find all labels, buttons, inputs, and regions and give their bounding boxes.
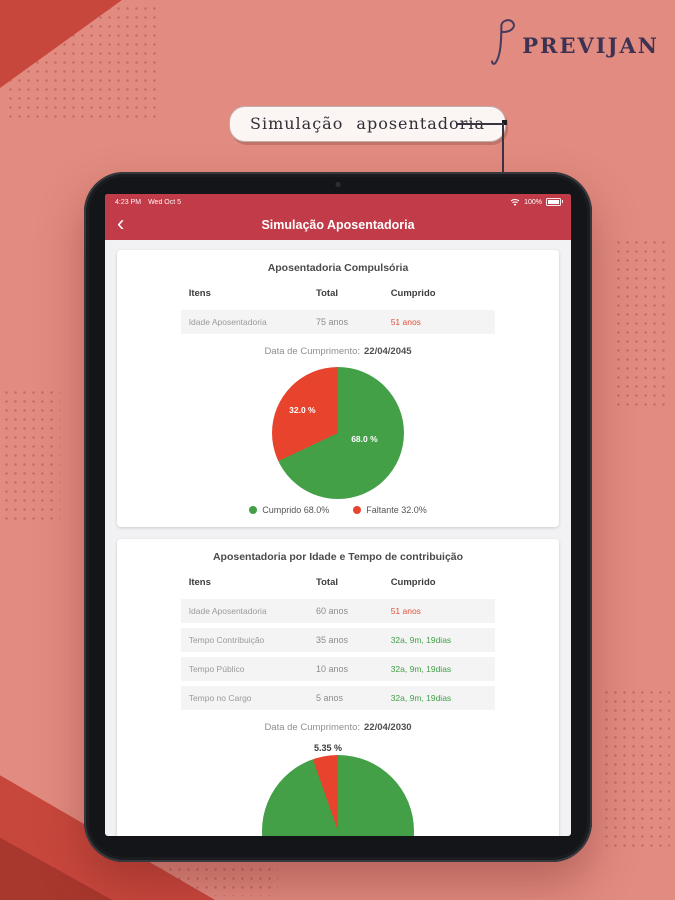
row-total: 35 anos [316,635,349,645]
card1-table: Itens Total Cumprido Idade Aposentadoria… [180,286,496,334]
battery-percent: 100% [524,198,542,206]
legend-label: Faltante 32.0% [366,505,427,515]
row-item: Tempo Público [188,664,245,674]
row-total: 5 anos [316,693,344,703]
tablet-mockup: 4:23 PM Wed Oct 5 100% ‹ Simulação Apose… [84,172,592,862]
card-title: Aposentadoria por Idade e Tempo de contr… [212,551,464,563]
legend-label: Cumprido 68.0% [262,505,330,515]
col-cumprido: Cumprido [390,288,436,299]
col-cumprido: Cumprido [390,577,436,588]
pie-chart-compulsoria: 32.0 % 68.0 % [272,367,404,499]
row-total: 60 anos [316,606,349,616]
date-value: 22/04/2045 [364,346,412,357]
row-cumprido: 32a, 9m, 19dias [390,693,452,703]
status-time: 4:23 PM [115,198,142,206]
battery-icon [546,198,563,206]
col-itens: Itens [188,577,211,588]
card-idade-tempo-contribuicao: Aposentadoria por Idade e Tempo de contr… [117,539,559,836]
row-item: Idade Aposentadoria [188,606,267,616]
dot-pattern [2,388,60,520]
back-button[interactable]: ‹ [117,210,125,236]
legend-dot-red [353,506,362,514]
date-label: Data de Cumprimento: [264,722,361,733]
table-header-row: Itens Total Cumprido [181,575,496,594]
page-title: Simulação Aposentadoria [261,218,415,232]
row-total: 10 anos [316,664,349,674]
row-item: Tempo Contribuição [188,635,265,645]
callout-connector-horizontal [456,123,504,125]
legend-item-cumprido: Cumprido 68.0% [249,505,329,515]
card2-table: Itens Total Cumprido Idade Aposentadoria… [180,575,496,710]
pie-chart-idade-tempo [262,755,414,836]
status-date: Wed Oct 5 [148,198,182,206]
table-row: Tempo Público 10 anos 32a, 9m, 19dias [180,657,496,681]
row-cumprido: 32a, 9m, 19dias [390,664,452,674]
table-header-row: Itens Total Cumprido [181,286,496,305]
row-item: Idade Aposentadoria [188,317,267,327]
col-itens: Itens [188,288,211,299]
dot-pattern [614,238,670,408]
pie-slice-label-faltante: 32.0 % [289,405,316,416]
row-item: Tempo no Cargo [188,693,252,703]
table-row: Idade Aposentadoria 75 anos 51 anos [180,310,496,334]
date-cumprimento: Data de Cumprimento: 22/04/2045 [131,346,545,357]
row-cumprido: 32a, 9m, 19dias [390,635,452,645]
row-total: 75 anos [316,317,349,327]
callout-connector-vertical [502,123,504,175]
status-time-date: 4:23 PM Wed Oct 5 [115,199,181,206]
content-area: Aposentadoria Compulsória Itens Total Cu… [105,240,571,836]
brand-logo: PREVIJAN [489,16,659,68]
pie-legend: Cumprido 68.0% Faltante 32.0% [131,505,545,515]
table-row: Idade Aposentadoria 60 anos 51 anos [180,599,496,623]
date-value: 22/04/2030 [364,722,412,733]
dot-pattern [602,688,670,853]
status-indicators: 100% [510,198,563,206]
pie-slice-label-faltante: 5.35 % [313,743,343,753]
date-cumprimento: Data de Cumprimento: 22/04/2030 [131,722,545,733]
row-cumprido: 51 anos [390,606,421,616]
callout-dot [501,120,507,125]
table-row: Tempo no Cargo 5 anos 32a, 9m, 19dias [180,686,496,710]
wifi-icon [510,199,520,206]
card-aposentadoria-compulsoria: Aposentadoria Compulsória Itens Total Cu… [117,250,559,527]
legend-dot-green [249,506,258,514]
col-total: Total [316,288,339,299]
brand-icon [491,19,516,65]
status-bar: 4:23 PM Wed Oct 5 100% [105,194,571,210]
col-total: Total [316,577,339,588]
card-title: Aposentadoria Compulsória [267,262,409,274]
pie-slice-label-cumprido: 68.0 % [351,434,378,445]
camera-dot [335,182,341,187]
date-label: Data de Cumprimento: [264,346,361,357]
app-nav-bar: ‹ Simulação Aposentadoria [105,210,571,240]
row-cumprido: 51 anos [390,317,421,327]
brand-name: PREVIJAN [522,33,659,58]
table-row: Tempo Contribuição 35 anos 32a, 9m, 19di… [180,628,496,652]
tablet-screen: 4:23 PM Wed Oct 5 100% ‹ Simulação Apose… [105,194,571,836]
callout-label: Simulação aposentadoria [250,114,485,133]
legend-item-faltante: Faltante 32.0% [353,505,427,515]
